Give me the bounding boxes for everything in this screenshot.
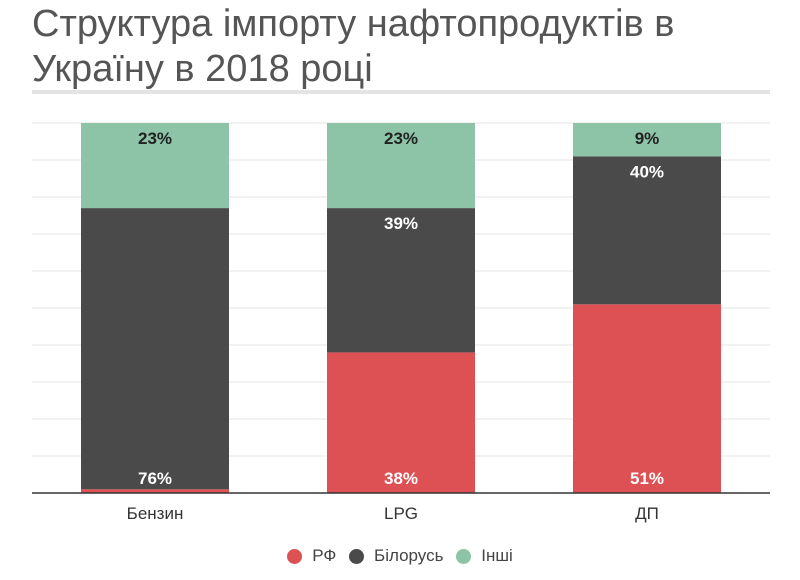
bar-segment-other	[327, 123, 475, 209]
data-label-rf: 38%	[384, 469, 418, 488]
legend-item-other: Інші	[456, 546, 513, 566]
data-label-belarus: 39%	[384, 214, 418, 233]
data-label-other: 9%	[635, 129, 660, 148]
legend: РФ Білорусь Інші	[0, 546, 800, 569]
data-label-belarus: 40%	[630, 162, 664, 181]
bar-segment-rf	[573, 304, 721, 493]
bar-segment-belarus	[81, 208, 229, 490]
legend-item-rf: РФ	[287, 546, 336, 566]
legend-swatch-other	[456, 548, 472, 564]
data-label-rf: 51%	[630, 469, 664, 488]
bar-segment-other	[573, 123, 721, 157]
data-label-other: 23%	[384, 129, 418, 148]
bar-segment-rf	[81, 489, 229, 493]
bar-segment-rf	[327, 352, 475, 493]
bar-segment-other	[81, 123, 229, 209]
data-label-belarus: 76%	[138, 469, 172, 488]
bar-segment-belarus	[327, 208, 475, 353]
x-tick-label: ДП	[635, 504, 659, 523]
data-label-other: 23%	[138, 129, 172, 148]
legend-label-other: Інші	[481, 546, 513, 565]
legend-swatch-rf	[287, 548, 303, 564]
x-tick-label: Бензин	[127, 504, 184, 523]
chart-title: Структура імпорту нафтопродуктів в Украї…	[32, 3, 675, 90]
legend-item-belarus: Білорусь	[349, 546, 443, 566]
legend-label-rf: РФ	[312, 546, 337, 565]
title-divider	[32, 90, 770, 94]
legend-label-belarus: Білорусь	[374, 546, 444, 565]
x-tick-label: LPG	[384, 504, 418, 523]
bar-segment-belarus	[573, 156, 721, 305]
legend-swatch-belarus	[349, 548, 365, 564]
